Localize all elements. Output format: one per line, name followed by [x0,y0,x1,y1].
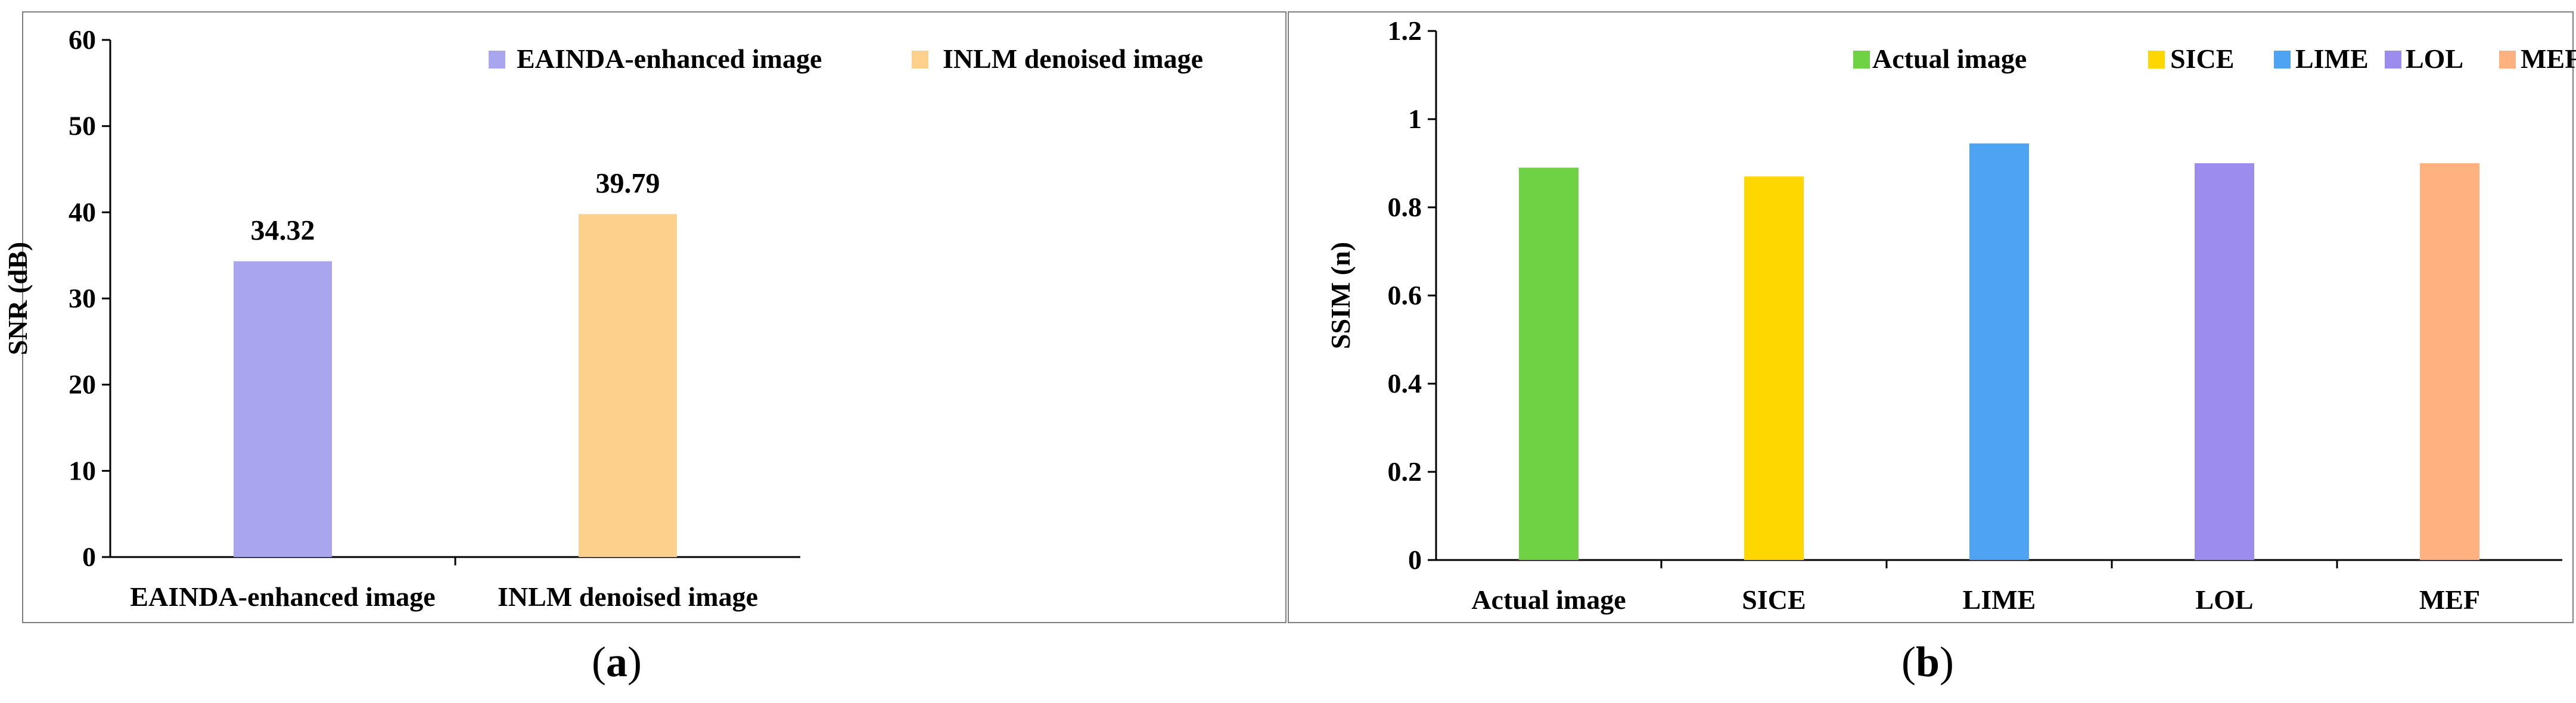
chart-frame [22,11,1287,623]
legend-label: Actual image [1872,43,2027,74]
legend-label: LOL [2406,43,2463,74]
y-tick-label: 40 [69,197,96,227]
x-tick-label: INLM denoised image [498,581,758,612]
x-tick-label: MEF [2419,584,2480,615]
y-tick-label: 1 [1408,104,1422,134]
chart-panel-b: 0 0.2 0.4 0.6 0.8 1 1.2 SSIM (n) Actual image SIC… [1287,0,2576,703]
x-tick-label: EAINDA-enhanced image [130,581,435,612]
y-tick-label: 0.8 [1388,192,1422,222]
x-tick-label: LOL [2195,584,2253,615]
caption-open-paren: ( [592,638,606,686]
y-tick-label: 10 [69,455,96,486]
x-tick-label: LIME [1963,584,2036,615]
ssim-bar-chart: 0 0.2 0.4 0.6 0.8 1 1.2 SSIM (n) Actual image SIC… [1288,11,2576,686]
y-tick-label: 0.2 [1388,456,1422,487]
caption-close-paren: ) [1940,638,1954,686]
legend-swatch [489,51,505,69]
legend-label: EAINDA-enhanced image [517,43,822,74]
y-axis-title: SSIM (n) [1325,242,1356,349]
x-tick-label: SICE [1742,584,1806,615]
snr-bar-chart: 0 10 20 30 40 50 60 SNR (dB) EAINDA-enhanced ima… [2,11,1287,686]
panel-caption: (b) [1901,638,1954,686]
caption-letter: a [606,638,627,686]
bar-eainda-enhanced-image [234,261,332,557]
legend-label: SICE [2170,43,2234,74]
bar-actual-image [1519,167,1578,560]
y-tick-label: 0 [82,542,96,572]
y-tick-label: 50 [69,111,96,141]
y-tick-label: 60 [69,24,96,55]
data-label: 34.32 [251,215,315,247]
caption-letter: b [1916,638,1940,686]
y-tick-label: 20 [69,369,96,400]
panel-caption: (a) [592,638,642,686]
bar-mef [2420,163,2479,560]
bar-sice [1744,176,1804,560]
legend-label: LIME [2295,43,2369,74]
bar-lime [1969,143,2029,560]
chart-panel-a: 0 10 20 30 40 50 60 SNR (dB) EAINDA-enhanced ima… [0,0,1287,703]
legend-swatch [2499,51,2516,69]
legend-swatch [912,51,928,69]
legend-label: MEF [2521,43,2576,74]
y-tick-label: 0 [1408,545,1422,575]
bar-inlm-denoised-image [579,214,677,557]
x-tick-label: Actual image [1471,584,1626,615]
y-tick-label: 0.4 [1388,368,1422,399]
caption-close-paren: ) [627,638,642,686]
legend-swatch [2385,51,2401,69]
caption-open-paren: ( [1901,638,1916,686]
y-tick-label: 0.6 [1388,280,1422,310]
legend-swatch [2148,51,2165,69]
data-label: 39.79 [596,167,660,199]
y-tick-label: 1.2 [1388,15,1422,46]
legend-swatch [1853,51,1870,69]
chart-frame [1288,11,2574,623]
legend-label: INLM denoised image [943,43,1203,74]
bar-lol [2195,163,2254,560]
y-axis-title: SNR (dB) [2,242,33,355]
legend-swatch [2274,51,2291,69]
y-tick-label: 30 [69,283,96,313]
